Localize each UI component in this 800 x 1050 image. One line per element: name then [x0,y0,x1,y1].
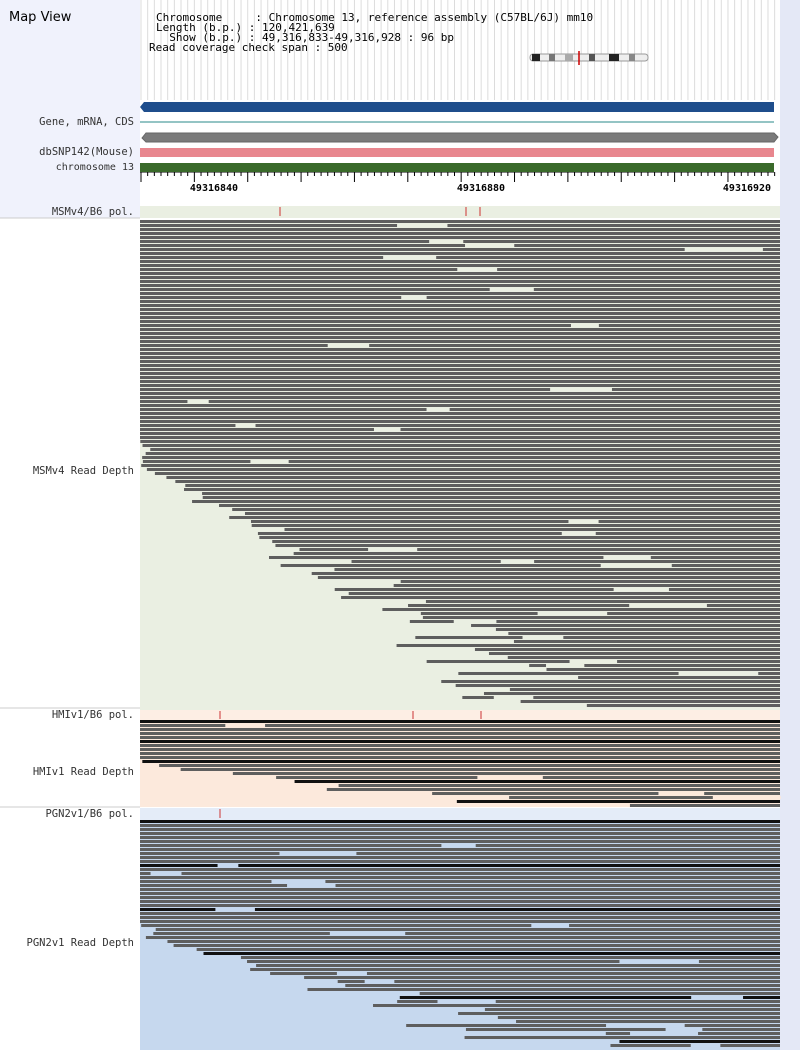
grid-lines [140,0,776,100]
pgn-depth-label: PGN2v1 Read Depth [26,937,134,949]
pgn-pol-bar [140,808,780,820]
msm-pol-bar [140,206,780,218]
hmi-reads [140,720,781,807]
hmi-depth-label: HMIv1 Read Depth [32,766,134,778]
ruler-label-3: 49316920 [722,183,772,194]
ruler-label-1: 49316840 [189,183,239,194]
msm-pol-label: MSMv4/B6 pol. [51,206,134,218]
chromosome-info: Chromosome : Chromosome 13, reference as… [156,11,594,24]
track-header: Chromosome : Chromosome 13, reference as… [140,0,780,218]
cds-bar [141,132,779,143]
pgn-pol-label: PGN2v1/B6 pol. [45,808,134,820]
right-sidebar [780,0,800,1050]
chromosome-bar [140,163,774,172]
length-info: Length (b.p.) : 120,421,639 [156,21,335,34]
ruler-label-2: 49316880 [456,183,506,194]
msm-reads [140,220,781,710]
pgn-reads [140,820,781,1050]
feature-tracks [140,102,779,172]
msm-depth-label: MSMv4 Read Depth [32,465,134,477]
coverage-info: Read coverage check span : 500 [149,41,348,54]
gene-track-label[interactable]: Gene, mRNA, CDS [39,116,134,128]
map-view-header: Map View Chromosome : Chromosome 13, ref… [0,0,800,218]
chromosome-track-label: chromosome 13 [55,162,134,173]
hmi-pol-label: HMIv1/B6 pol. [51,709,134,721]
hmi-pol-bar [140,710,780,720]
gene-bar [140,102,774,112]
title-box: Map View [0,0,140,218]
show-info: Show (b.p.) : 49,316,833-49,316,928 : 96… [156,31,455,44]
chromosome-ideogram[interactable] [529,51,659,65]
snp-bar [140,148,774,157]
dbsnp-track-label[interactable]: dbSNP142(Mouse) [39,146,134,158]
ruler [140,172,776,182]
map-view-title: Map View [9,10,72,25]
